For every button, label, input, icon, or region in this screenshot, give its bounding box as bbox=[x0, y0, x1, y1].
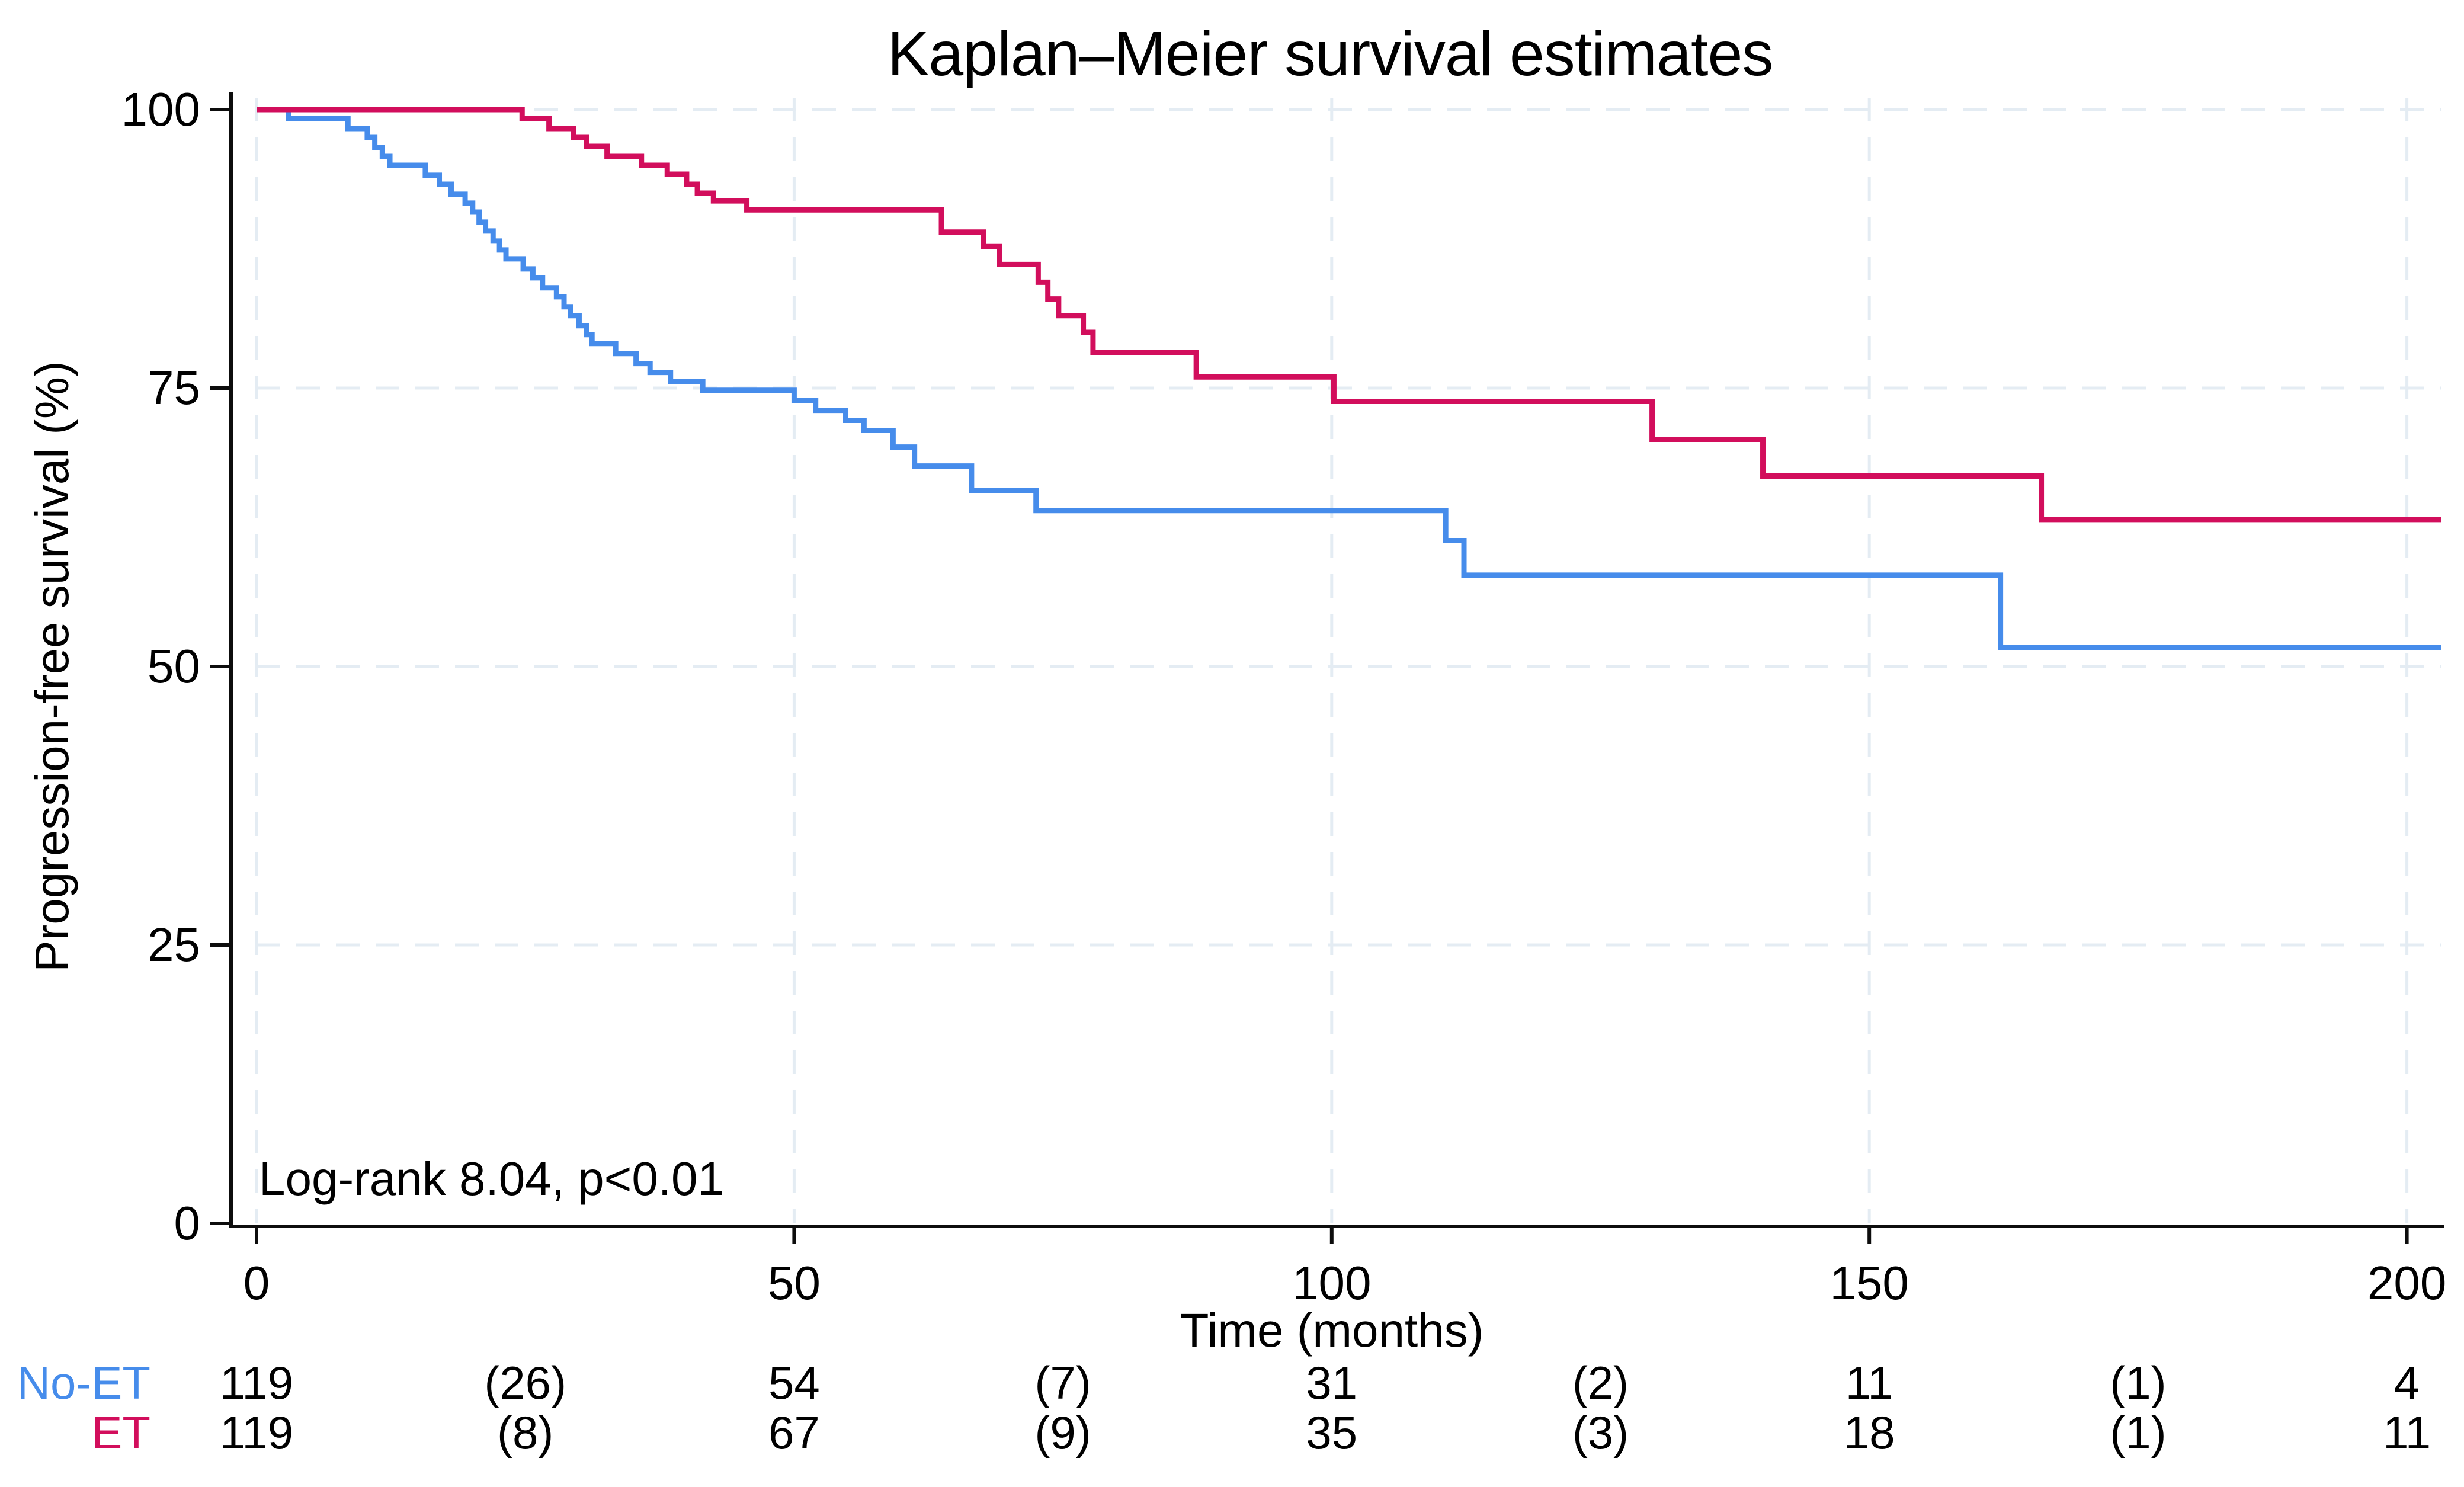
risk-value: (3) bbox=[1572, 1406, 1629, 1459]
risk-value: 119 bbox=[219, 1406, 294, 1459]
y-tick-label: 75 bbox=[148, 361, 200, 414]
risk-value: 31 bbox=[1306, 1357, 1358, 1409]
risk-value: 11 bbox=[1845, 1357, 1893, 1409]
risk-value: 11 bbox=[2383, 1406, 2431, 1459]
risk-value: (1) bbox=[2110, 1357, 2167, 1409]
risk-value: 119 bbox=[219, 1357, 294, 1409]
risk-value: 35 bbox=[1306, 1406, 1358, 1459]
risk-value: 54 bbox=[768, 1357, 820, 1409]
y-tick-label: 100 bbox=[121, 83, 200, 136]
x-tick-label: 200 bbox=[2367, 1257, 2447, 1309]
x-axis-label: Time (months) bbox=[1180, 1304, 1484, 1357]
risk-value: (2) bbox=[1572, 1357, 1629, 1409]
risk-value: (1) bbox=[2110, 1406, 2167, 1459]
x-tick-label: 0 bbox=[243, 1257, 270, 1309]
y-tick-label: 0 bbox=[174, 1197, 201, 1249]
km-curve-et bbox=[257, 107, 2441, 523]
risk-value: (9) bbox=[1034, 1406, 1091, 1459]
risk-value: (7) bbox=[1034, 1357, 1091, 1409]
risk-value: (26) bbox=[484, 1357, 567, 1409]
km-curve-no-et bbox=[257, 107, 2441, 650]
x-tick-label: 150 bbox=[1829, 1257, 1909, 1309]
risk-value: (8) bbox=[497, 1406, 554, 1459]
risk-row-label-no-et: No-ET bbox=[17, 1357, 150, 1409]
risk-value: 18 bbox=[1843, 1406, 1895, 1459]
y-tick-label: 25 bbox=[148, 918, 200, 971]
x-tick-label: 50 bbox=[767, 1257, 821, 1309]
risk-value: 4 bbox=[2393, 1357, 2420, 1409]
logrank-annotation: Log-rank 8.04, p<0.01 bbox=[259, 1152, 725, 1205]
chart-title: Kaplan–Meier survival estimates bbox=[887, 19, 1774, 89]
risk-row-label-et: ET bbox=[91, 1406, 150, 1459]
x-tick-label: 100 bbox=[1292, 1257, 1372, 1309]
y-tick-label: 50 bbox=[148, 640, 200, 693]
risk-value: 67 bbox=[768, 1406, 820, 1459]
